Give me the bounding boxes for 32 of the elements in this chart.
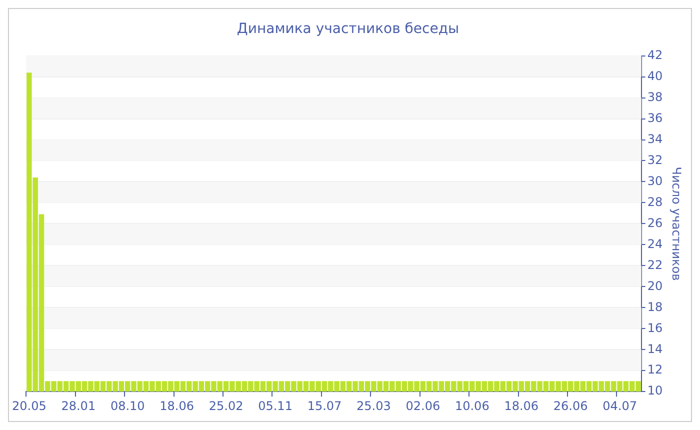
y-tick-label: 30: [647, 174, 663, 188]
y-tick-label: 42: [647, 48, 663, 62]
y-tick-label: 14: [647, 342, 663, 356]
x-tick-label: 25.02: [208, 398, 244, 413]
x-tick-label: 26.06: [553, 398, 588, 413]
x-tick-label: 15.07: [307, 398, 342, 413]
x-tick-label: 08.10: [110, 398, 145, 413]
y-tick-label: 40: [647, 68, 663, 83]
y-tick-label: 36: [647, 110, 663, 125]
x-tick-label: 02.06: [406, 398, 440, 413]
y-tick-label: 28: [647, 194, 663, 209]
x-tick-label: 18.06: [504, 398, 539, 413]
y-tick-label: 20: [647, 278, 663, 293]
y-tick-label: 22: [647, 258, 663, 272]
y-tick-label: 16: [647, 320, 663, 335]
y-tick-label: 10: [647, 384, 663, 398]
x-tick-label: 28.01: [61, 398, 96, 413]
x-tick-label: 05.11: [258, 398, 292, 413]
x-tick-label: 10.06: [454, 398, 490, 413]
y-tick-label: 24: [647, 236, 663, 251]
chart-title: Динамика участников беседы: [236, 21, 460, 38]
y-tick-label: 18: [647, 300, 663, 314]
x-tick-label: 25.03: [356, 398, 391, 413]
x-tick-label: 20.05: [12, 398, 46, 413]
x-tick-label: 04.07: [602, 398, 637, 413]
x-tick-label: 18.06: [160, 398, 194, 413]
y-axis-title: Число участников: [670, 166, 684, 281]
y-tick-label: 38: [647, 90, 663, 104]
y-tick-label: 26: [647, 216, 663, 230]
y-tick-label: 34: [647, 132, 663, 146]
y-tick-label: 12: [647, 362, 663, 377]
y-tick-label: 32: [647, 152, 663, 167]
